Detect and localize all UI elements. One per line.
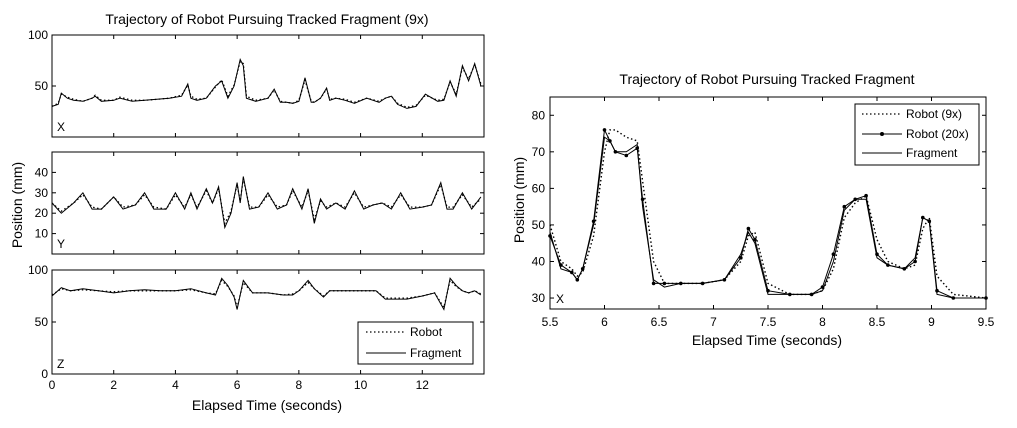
left-xtick-label-5: 10 xyxy=(354,378,368,392)
panel-z-tag: Z xyxy=(57,357,64,371)
right-ytick-label-2: 50 xyxy=(532,218,546,232)
right-robot20x-point-12 xyxy=(651,281,656,286)
right-robot20x-point-3 xyxy=(575,278,580,282)
right-robot20x-point-20 xyxy=(766,288,770,293)
panel-z-ytick-label-0: 50 xyxy=(35,315,49,329)
right-xtick-label-2: 6.5 xyxy=(651,315,668,329)
right-legend: Robot (9x) Robot (20x) Fragment xyxy=(854,103,980,166)
right-ytick-label-4: 70 xyxy=(532,145,546,159)
left-xtick-label-2: 4 xyxy=(172,378,179,392)
right-panel-tag: X xyxy=(556,292,564,306)
right-robot20x-point-4 xyxy=(580,267,585,271)
right-robot20x-point-24 xyxy=(831,252,836,256)
left-legend: Robot Fragment xyxy=(357,321,474,365)
right-legend-fragment-label: Fragment xyxy=(906,146,958,160)
right-legend-robot9x-label: Robot (9x) xyxy=(906,107,962,121)
left-legend-box xyxy=(357,321,474,365)
right-robot20x-point-0 xyxy=(548,234,552,238)
right-legend-robot20x-label: Robot (20x) xyxy=(906,127,969,141)
right-legend-robot20x-marker xyxy=(880,132,884,136)
right-y-axis-label: Position (mm) xyxy=(511,157,527,243)
panel-z-ytick-label-zero: 0 xyxy=(41,367,48,381)
right-robot20x-point-25 xyxy=(842,204,847,209)
left-x-axis-label: Elapsed Time (seconds) xyxy=(192,397,342,413)
panel-x-ytick-label-1: 100 xyxy=(28,28,48,42)
right-robot20x-point-11 xyxy=(640,197,645,202)
right-robot20x-point-18 xyxy=(746,226,751,231)
right-robot20x-point-1 xyxy=(559,263,563,267)
right-xtick-label-1: 6 xyxy=(601,315,608,329)
left-y-axis-label: Position (mm) xyxy=(9,162,25,248)
right-robot20x-point-34 xyxy=(935,288,939,293)
panel-z-series-robot xyxy=(51,279,482,310)
right-robot20x-point-9 xyxy=(624,153,629,158)
right-robot20x-point-35 xyxy=(951,296,956,300)
right-chart-title: Trajectory of Robot Pursuing Tracked Fra… xyxy=(619,71,914,87)
panel-y-ytick-label-3: 40 xyxy=(35,165,49,179)
panel-x-frame xyxy=(51,34,485,138)
left-legend-robot-label: Robot xyxy=(410,325,443,339)
panel-y-frame xyxy=(51,151,485,255)
right-xtick-label-8: 9.5 xyxy=(978,315,995,329)
right-robot20x-point-5 xyxy=(591,219,596,224)
panel-y-ytick-label-2: 30 xyxy=(35,186,49,200)
right-ytick-label-0: 30 xyxy=(532,291,546,305)
right-xtick-label-6: 8.5 xyxy=(869,315,886,329)
right-robot20x-point-26 xyxy=(853,197,857,202)
panel-z-ytick-label-1: 100 xyxy=(28,263,48,277)
right-xtick-label-3: 7 xyxy=(710,315,717,329)
left-xtick-label-0: 0 xyxy=(49,378,56,392)
right-robot20x-point-28 xyxy=(875,252,879,256)
right-robot20x-point-19 xyxy=(753,237,757,242)
right-robot20x-point-32 xyxy=(921,215,925,220)
right-xtick-label-0: 5.5 xyxy=(542,315,559,329)
left-xtick-label-1: 2 xyxy=(110,378,117,392)
panel-x-series-fragment xyxy=(51,58,482,109)
panel-y-ytick-label-1: 20 xyxy=(35,206,49,220)
right-ytick-label-1: 40 xyxy=(532,254,546,268)
left-xtick-label-4: 8 xyxy=(296,378,303,392)
right-x-axis-label: Elapsed Time (seconds) xyxy=(692,332,842,348)
panel-y-tag: Y xyxy=(57,237,65,251)
right-robot20x-point-15 xyxy=(700,281,705,286)
right-xtick-label-4: 7.5 xyxy=(760,315,777,329)
right-robot20x-point-7 xyxy=(608,139,612,143)
right-robot20x-point-2 xyxy=(570,270,574,275)
panel-y-ytick-label-0: 10 xyxy=(35,227,49,241)
right-series-robot9x xyxy=(549,129,987,299)
right-robot20x-point-29 xyxy=(886,263,890,267)
left-legend-fragment-label: Fragment xyxy=(410,346,462,360)
right-xtick-label-7: 9 xyxy=(928,315,935,329)
right-robot20x-point-6 xyxy=(602,128,607,132)
left-xtick-label-6: 12 xyxy=(416,378,430,392)
left-chart-title: Trajectory of Robot Pursuing Tracked Fra… xyxy=(105,11,428,27)
panel-x-tag: X xyxy=(57,120,65,134)
panel-x-ytick-label-0: 50 xyxy=(35,79,49,93)
right-xtick-label-5: 8 xyxy=(819,315,826,329)
right-robot20x-point-22 xyxy=(809,292,814,297)
right-robot20x-point-8 xyxy=(613,150,618,154)
right-ytick-label-3: 60 xyxy=(532,181,546,195)
left-xtick-label-3: 6 xyxy=(234,378,241,392)
right-ytick-label-5: 80 xyxy=(532,108,546,122)
